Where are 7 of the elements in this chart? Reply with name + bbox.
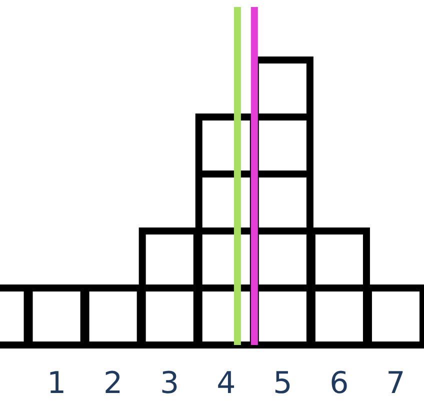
- x-tick-label: 3: [160, 366, 180, 401]
- x-tick-label: 1: [46, 366, 66, 401]
- x-tick-label: 2: [104, 366, 123, 401]
- x-tick-label: 4: [216, 366, 236, 401]
- x-tick-label: 6: [330, 366, 349, 401]
- x-tick-label: 7: [386, 366, 406, 401]
- x-tick-label: 5: [273, 366, 292, 401]
